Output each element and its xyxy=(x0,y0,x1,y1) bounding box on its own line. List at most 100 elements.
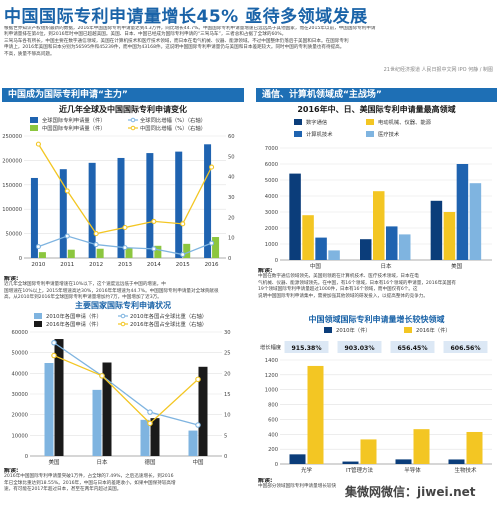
panel2-body-line: 19个领域国际专利申请量超过1000件，日本有16个领域，而中国仅有6个。这 xyxy=(258,287,418,293)
c4-bar xyxy=(289,454,306,464)
c4-bar xyxy=(466,431,483,464)
c3-ytick-label: 0 xyxy=(25,454,28,460)
c3-xtick-label: 中国 xyxy=(192,458,204,466)
c1-point xyxy=(151,246,157,252)
c2-bar xyxy=(469,183,482,260)
c2-bar xyxy=(328,250,340,260)
c1-bar-global xyxy=(146,153,154,258)
c2-bar xyxy=(302,215,314,260)
c4-xtick-label: 生物技术 xyxy=(454,466,477,474)
c2-legend-label: 数字通信 xyxy=(306,118,327,126)
c1-bar-global xyxy=(204,144,212,258)
c1-legend-label: 中国同比增幅（%）（右轴） xyxy=(140,124,206,132)
chart-global-vs-china: 0 50000 100000 150000 200000 250000 0 10 20 30 40 5… xyxy=(2,116,235,268)
panel2-body: 解读: 中国在数字通信领域领先，美国则领跑在计算机技术、医疗技术领域，日本在电 … xyxy=(258,268,496,300)
panel4-body: 解读: 中国部分领域国际专利申请量增长较快 xyxy=(258,478,358,491)
c4-growth-value: 915.38% xyxy=(291,345,321,352)
c1-bar-global xyxy=(175,151,183,258)
c1-point xyxy=(122,224,128,231)
chart-major-countries: 0 10000 20000 30000 40000 50000 60000 0 5 10 15 20 2… xyxy=(11,312,231,466)
c2-legend-swatch xyxy=(366,131,374,137)
c4-legend-swatch xyxy=(324,327,332,333)
c1-bar-china xyxy=(96,248,104,258)
c1-point xyxy=(64,188,70,194)
c4-growth-box xyxy=(337,341,382,353)
c4-xtick-label: 光学 xyxy=(301,466,313,474)
c1-point xyxy=(64,233,70,239)
c2-ytick-label: 7000 xyxy=(265,146,278,152)
c3-bar xyxy=(140,419,150,456)
c4-bar xyxy=(360,439,377,464)
c3-bar xyxy=(188,430,198,456)
c4-ytick-label: 1200 xyxy=(265,373,278,379)
c4-growth-box xyxy=(443,341,488,353)
panel3-body: 解读: 2016年中国国际专利申请量突破1万件，占全球的7.49%，之后迅速增长… xyxy=(4,468,244,494)
c3-legend-swatch xyxy=(34,321,42,327)
c1-bar-global xyxy=(30,177,38,258)
c1-point xyxy=(180,251,186,258)
c2-legend-swatch xyxy=(294,131,302,137)
c1-legend-label: 全球同比增幅（%）（右轴） xyxy=(140,116,206,124)
c1-point xyxy=(180,221,186,227)
c1-y2tick-label: 10 xyxy=(228,236,235,242)
panel4-body-label: 解读: xyxy=(258,478,273,484)
c4-ytick-label: 1000 xyxy=(265,388,278,394)
c3-bar xyxy=(44,363,54,456)
c3-line xyxy=(53,354,199,425)
intro-line: 三驾马车各有所长，中国主要在数字通信领域，美国在计算机技术和医疗技术领域，而日本… xyxy=(4,38,349,44)
c2-ytick-label: 1000 xyxy=(265,242,278,248)
panel3-body-label: 解读: xyxy=(4,468,19,474)
c3-y2tick-label: 0 xyxy=(224,454,227,460)
c3-ytick-label: 10000 xyxy=(11,433,28,439)
c1-y2tick-label: 50 xyxy=(228,154,235,160)
c1-legend-swatch xyxy=(30,125,38,131)
c2-bar xyxy=(289,173,301,260)
watermark: 集微网微信：jiwei.net xyxy=(345,485,476,499)
c3-point xyxy=(99,373,105,379)
c4-growth-value: 903.03% xyxy=(344,345,374,352)
c2-legend-label: 医疗技术 xyxy=(378,130,400,138)
c1-y2tick-label: 30 xyxy=(228,195,235,201)
c3-y2tick-label: 10 xyxy=(224,413,231,419)
c4-growth-label: 增长幅度 xyxy=(260,343,282,351)
c1-bar-global xyxy=(117,157,125,258)
c4-xtick-label: 半导体 xyxy=(404,466,421,474)
panel2-banner: 通信、计算机领域成“主战场” xyxy=(256,88,497,102)
c1-legend-marker xyxy=(130,125,136,131)
c1-bar-global xyxy=(88,162,96,258)
c3-legend-swatch xyxy=(34,313,42,319)
chart-top-fields: 0 1000 2000 3000 4000 5000 6000 7000 中国 日本 美国 数字通信 电… xyxy=(265,118,492,270)
c1-xtick-label: 2015 xyxy=(176,262,190,268)
page-title: 中国国际专利申请量增长45% 亟待多领域发展 xyxy=(4,7,368,27)
panel3-body-line: 年已全球比重达到18.55%。2016年，中国与日本的差距收小，如果中国保持较高… xyxy=(4,480,176,486)
intro-line: 申请上，2016年美国和日本分别为56595件和45239件，而中国为43168… xyxy=(4,45,345,51)
c3-ytick-label: 20000 xyxy=(11,413,28,419)
c2-legend-label: 计算机技术 xyxy=(306,130,333,138)
c1-legend-label: 全球国际专利申请量（件） xyxy=(42,116,106,124)
c3-ytick-label: 60000 xyxy=(11,330,28,336)
c2-bar xyxy=(360,239,372,260)
c2-ytick-label: 3000 xyxy=(265,210,278,216)
c1-point xyxy=(209,164,215,170)
c4-ytick-label: 200 xyxy=(268,447,278,453)
c4-legend-swatch xyxy=(404,327,412,333)
c2-legend-swatch xyxy=(294,119,302,125)
c2-ytick-label: 0 xyxy=(275,258,278,264)
c4-ytick-label: 1400 xyxy=(265,358,278,364)
panel1-banner: 中国成为国际专利申请“主力” xyxy=(2,88,244,102)
c1-xtick-label: 2013 xyxy=(118,262,132,268)
c3-point xyxy=(195,376,201,383)
panel2-body-line: 气机械、仪器、能源领域领先。在中国，有16个领域，日本有16个领域的申请量，20… xyxy=(258,280,456,286)
c4-ytick-label: 800 xyxy=(268,403,278,409)
c1-point xyxy=(151,218,157,224)
c3-bar xyxy=(150,418,160,456)
c3-bar xyxy=(54,339,64,456)
c1-y2tick-label: 60 xyxy=(228,134,235,140)
c1-point xyxy=(93,231,99,237)
c4-bar xyxy=(342,461,359,464)
c1-ytick-label: 50000 xyxy=(5,232,22,238)
c3-ytick-label: 50000 xyxy=(11,351,28,357)
c1-xtick-label: 2010 xyxy=(31,262,45,268)
c3-y2tick-label: 25 xyxy=(224,351,231,357)
c4-legend-label: 2010年（件） xyxy=(336,326,371,334)
